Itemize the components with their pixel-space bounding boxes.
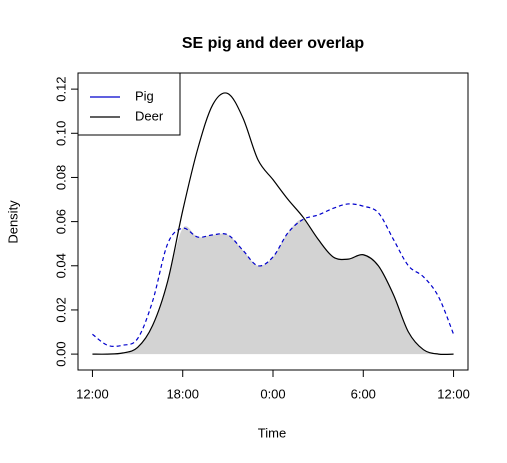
x-axis-label: Time (258, 425, 286, 440)
chart-title: SE pig and deer overlap (182, 35, 365, 52)
y-tick-label: 0.06 (53, 209, 68, 234)
y-tick-label: 0.12 (53, 76, 68, 101)
y-axis-label: Density (5, 200, 20, 244)
y-tick-label: 0.10 (53, 121, 68, 146)
x-tick-label: 6:00 (351, 386, 376, 401)
y-tick-label: 0.00 (53, 341, 68, 366)
x-tick-label: 18:00 (166, 386, 199, 401)
x-tick-label: 0:00 (260, 386, 285, 401)
x-tick-label: 12:00 (76, 386, 109, 401)
legend-label: Pig (135, 88, 154, 103)
density-line (92, 203, 455, 347)
y-tick-label: 0.02 (53, 297, 68, 322)
x-tick-label: 12:00 (437, 386, 470, 401)
legend-label: Deer (135, 108, 164, 123)
overlap-area (92, 219, 454, 355)
y-tick-label: 0.04 (53, 253, 68, 278)
y-tick-label: 0.08 (53, 165, 68, 190)
legend-box (77, 72, 181, 136)
density-line (92, 92, 454, 356)
